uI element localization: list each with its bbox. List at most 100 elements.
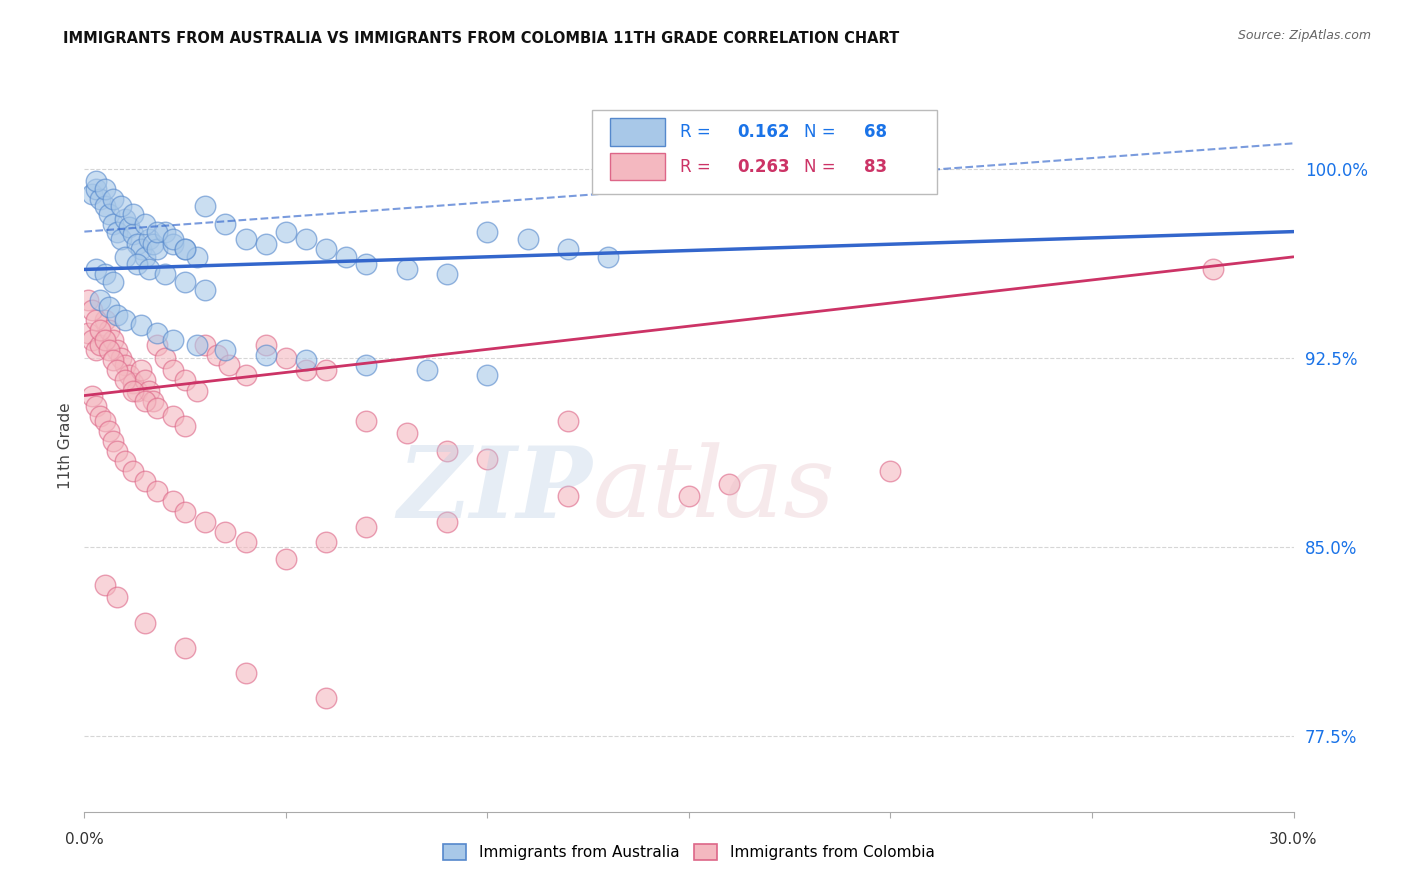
Point bbox=[97, 424, 120, 438]
Point bbox=[254, 348, 277, 362]
Text: 30.0%: 30.0% bbox=[1270, 832, 1317, 847]
Point bbox=[153, 351, 176, 365]
FancyBboxPatch shape bbox=[610, 153, 665, 180]
Point bbox=[125, 237, 148, 252]
Text: 83: 83 bbox=[865, 158, 887, 176]
Point bbox=[114, 373, 136, 387]
Point bbox=[153, 268, 176, 282]
Point bbox=[82, 302, 104, 317]
Point bbox=[93, 414, 115, 428]
Point bbox=[174, 242, 197, 256]
Point bbox=[146, 401, 169, 416]
FancyBboxPatch shape bbox=[592, 110, 936, 194]
Point bbox=[129, 363, 152, 377]
Point bbox=[274, 351, 297, 365]
Point bbox=[86, 313, 108, 327]
Point bbox=[186, 250, 208, 264]
Point bbox=[125, 257, 148, 271]
Point bbox=[356, 359, 378, 373]
Legend: Immigrants from Australia, Immigrants from Colombia: Immigrants from Australia, Immigrants fr… bbox=[437, 838, 941, 866]
Point bbox=[86, 174, 108, 188]
Point bbox=[134, 373, 156, 387]
Point bbox=[598, 250, 620, 264]
Point bbox=[335, 250, 357, 264]
Point bbox=[146, 484, 169, 499]
Point bbox=[118, 368, 141, 383]
Point bbox=[101, 434, 124, 448]
Point bbox=[214, 524, 236, 539]
Point bbox=[101, 217, 124, 231]
Point bbox=[121, 464, 143, 478]
Point bbox=[93, 313, 115, 327]
Point bbox=[138, 262, 160, 277]
Point bbox=[395, 426, 418, 441]
Point bbox=[146, 242, 169, 256]
Point bbox=[105, 308, 128, 322]
Point bbox=[146, 225, 169, 239]
Point bbox=[315, 534, 337, 549]
Point bbox=[477, 368, 499, 383]
Point bbox=[105, 363, 128, 377]
Point bbox=[129, 242, 152, 256]
Text: 0.263: 0.263 bbox=[737, 158, 790, 176]
Point bbox=[142, 393, 165, 408]
Point bbox=[174, 373, 197, 387]
Point bbox=[134, 475, 156, 489]
Point bbox=[101, 333, 124, 347]
Point bbox=[218, 359, 240, 373]
Point bbox=[146, 338, 169, 352]
Point bbox=[162, 363, 184, 377]
Point bbox=[86, 399, 108, 413]
Point bbox=[395, 262, 418, 277]
Point bbox=[295, 363, 318, 377]
Text: atlas: atlas bbox=[592, 442, 835, 538]
Point bbox=[356, 414, 378, 428]
Point bbox=[194, 515, 217, 529]
Point bbox=[89, 409, 111, 423]
Point bbox=[194, 338, 217, 352]
Text: R =: R = bbox=[681, 158, 717, 176]
Point bbox=[89, 192, 111, 206]
Point bbox=[97, 343, 120, 358]
Point bbox=[162, 494, 184, 508]
Point bbox=[436, 515, 458, 529]
Point bbox=[235, 232, 257, 246]
Point bbox=[97, 323, 120, 337]
Point bbox=[315, 691, 337, 706]
Point bbox=[93, 268, 115, 282]
Point bbox=[235, 534, 257, 549]
Point bbox=[97, 300, 120, 314]
Point bbox=[235, 665, 257, 680]
Point bbox=[186, 384, 208, 398]
Text: N =: N = bbox=[804, 123, 841, 141]
Point bbox=[86, 262, 108, 277]
Point bbox=[416, 363, 439, 377]
Point bbox=[82, 186, 104, 201]
Point bbox=[146, 326, 169, 340]
Point bbox=[477, 225, 499, 239]
Point bbox=[162, 333, 184, 347]
Point bbox=[121, 227, 143, 241]
Point bbox=[194, 199, 217, 213]
Point bbox=[138, 384, 160, 398]
Point bbox=[105, 444, 128, 458]
Point bbox=[114, 250, 136, 264]
Point bbox=[274, 225, 297, 239]
Point bbox=[93, 199, 115, 213]
Point bbox=[105, 343, 128, 358]
Point bbox=[207, 348, 229, 362]
Point bbox=[134, 615, 156, 630]
Point bbox=[138, 232, 160, 246]
Point bbox=[93, 578, 115, 592]
Point bbox=[1202, 262, 1225, 277]
Point bbox=[134, 217, 156, 231]
Text: Source: ZipAtlas.com: Source: ZipAtlas.com bbox=[1237, 29, 1371, 42]
Point bbox=[254, 338, 277, 352]
Point bbox=[89, 293, 111, 307]
Point bbox=[356, 257, 378, 271]
Point bbox=[718, 476, 741, 491]
Text: IMMIGRANTS FROM AUSTRALIA VS IMMIGRANTS FROM COLOMBIA 11TH GRADE CORRELATION CHA: IMMIGRANTS FROM AUSTRALIA VS IMMIGRANTS … bbox=[63, 31, 900, 46]
Point bbox=[121, 376, 143, 390]
Point bbox=[174, 640, 197, 655]
FancyBboxPatch shape bbox=[610, 119, 665, 146]
